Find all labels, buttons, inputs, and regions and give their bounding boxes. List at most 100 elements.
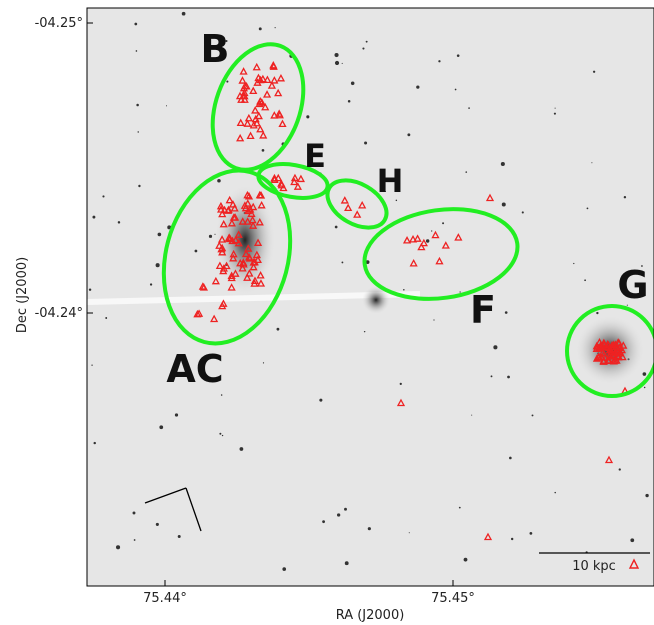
triangles [193,60,630,541]
star [155,522,159,526]
triangle [408,235,418,243]
triangle [244,113,253,122]
triangle [257,200,266,209]
region-label: AC [166,347,223,391]
star [468,107,470,109]
star [274,27,276,29]
triangle [253,255,262,264]
triangle [234,230,243,238]
triangle [278,119,287,128]
triangle [290,173,300,182]
triangle [435,256,444,265]
triangle [605,352,614,360]
star [137,131,139,133]
star [334,60,340,66]
star [521,211,524,214]
triangle [238,217,247,225]
star [350,81,355,86]
star [592,70,596,73]
star [531,414,534,417]
triangle [396,398,406,407]
triangle [270,173,279,182]
star [136,103,139,107]
star [344,507,347,511]
triangle [598,342,607,351]
triangle [219,264,228,272]
star [490,375,493,378]
triangle [270,111,279,119]
triangle [210,314,219,323]
stars [88,11,649,571]
triangle [277,179,286,187]
triangle [245,269,254,277]
triangle [595,337,604,346]
star [336,513,341,517]
star [626,304,628,306]
triangle [270,76,279,84]
triangle [216,201,226,210]
star [365,40,368,43]
triangle [243,217,252,225]
region-label: E [304,137,326,175]
triangle [618,352,627,361]
triangle [276,73,286,82]
triangle [243,190,252,199]
star [181,11,186,16]
triangle [612,356,621,364]
star [645,493,649,498]
triangle [402,236,412,244]
triangle [211,276,220,285]
star [459,291,461,293]
star [217,178,221,183]
triangle [244,244,253,252]
triangle [225,195,234,204]
star [149,283,153,286]
region-label: B [201,27,230,71]
star [177,535,181,539]
triangle [246,131,255,140]
triangle [256,124,265,133]
star [408,532,410,534]
triangle [241,203,250,212]
star [509,456,512,460]
triangle [198,282,207,290]
triangle [218,247,227,256]
star [438,60,441,63]
star [225,39,228,43]
triangle [604,455,614,464]
legend-triangle [628,558,640,569]
triangle [227,218,236,227]
star [431,230,433,232]
star [166,105,168,107]
star [362,47,365,50]
triangle [279,183,288,192]
region-ellipse [362,207,520,301]
star [501,202,506,207]
star [363,330,366,333]
triangle [248,215,257,224]
triangle [256,279,266,287]
star [553,112,556,115]
star [456,54,460,57]
star [347,99,351,103]
star [344,561,349,566]
triangle [592,354,602,362]
triangle [227,271,236,280]
triangle [275,110,284,119]
triangle [454,233,463,241]
triangle [609,340,618,349]
triangle [441,241,450,249]
triangle [598,348,607,357]
triangle [252,62,261,71]
star [91,364,93,366]
star [573,262,575,265]
bright-star [362,286,390,314]
star [219,432,222,435]
triangle [231,269,240,277]
triangle [607,347,616,355]
star [584,279,586,282]
triangle [238,76,247,84]
triangle [344,203,353,212]
star [623,196,627,199]
